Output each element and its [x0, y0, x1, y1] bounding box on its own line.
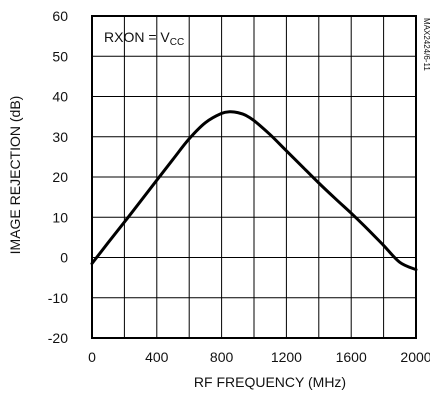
y-tick-label: 30	[52, 129, 68, 145]
y-tick-label: 0	[60, 250, 68, 266]
x-tick-label: 400	[145, 349, 169, 365]
y-tick-label: 20	[52, 169, 68, 185]
y-tick-label: 40	[52, 89, 68, 105]
annotation-subscript: CC	[170, 37, 184, 48]
series-layer	[90, 110, 418, 272]
tick-labels: 0 400 800 1200 1600 2000 -20 -10 0 10 20 30 40 50 60	[48, 8, 430, 365]
annotation-main: RXON = V	[104, 29, 170, 45]
x-tick-label: 2000	[400, 349, 430, 365]
part-number: MAX2424/6-11	[422, 18, 430, 71]
y-tick-label: -10	[48, 290, 68, 306]
y-tick-label: -20	[48, 330, 68, 346]
x-tick-label: 800	[210, 349, 234, 365]
y-tick-label: 50	[52, 48, 68, 64]
plot-frame	[91, 15, 417, 339]
x-tick-label: 0	[88, 349, 96, 365]
series-line	[90, 110, 418, 272]
x-axis-title: RF FREQUENCY (MHz)	[194, 374, 346, 390]
y-tick-label: 60	[52, 8, 68, 24]
x-tick-label: 1600	[336, 349, 367, 365]
grid	[92, 16, 416, 338]
x-tick-label: 1200	[271, 349, 302, 365]
annotation: RXON = VCC	[104, 29, 184, 48]
y-tick-label: 10	[52, 209, 68, 225]
y-axis-title: IMAGE REJECTION (dB)	[7, 96, 23, 255]
